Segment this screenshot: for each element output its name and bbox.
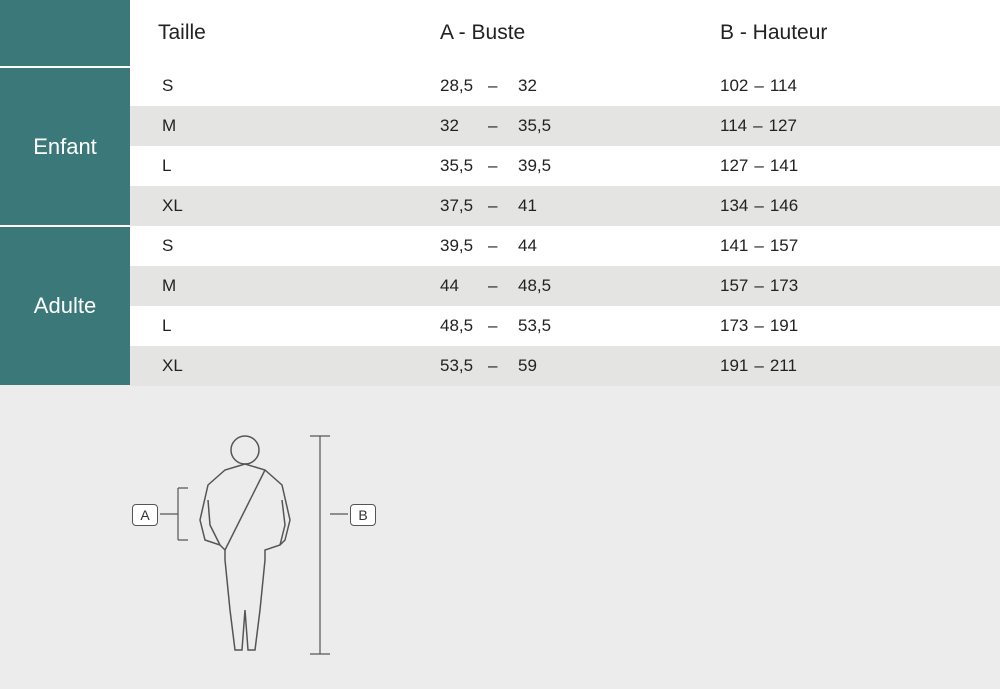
category-header-spacer — [0, 0, 130, 66]
height-max: 211 — [770, 356, 797, 376]
height-max: 127 — [769, 116, 797, 136]
height-min: 114 — [720, 116, 747, 136]
category-enfant: Enfant — [0, 66, 130, 225]
dash: – — [748, 156, 769, 176]
bust-max: 39,5 — [518, 156, 551, 176]
cell-bust: 35,5 – 39,5 — [430, 156, 710, 176]
bust-max: 59 — [518, 356, 537, 376]
height-min: 127 — [720, 156, 748, 176]
dash: – — [748, 236, 769, 256]
cell-size: S — [130, 236, 430, 256]
data-column: Taille A - Buste B - Hauteur S 28,5 – 32… — [130, 0, 1000, 386]
bust-min: 39,5 — [440, 236, 488, 256]
height-max: 157 — [770, 236, 798, 256]
bust-max: 48,5 — [518, 276, 551, 296]
cell-bust: 44 – 48,5 — [430, 276, 710, 296]
cell-height: 191 – 211 — [710, 356, 1000, 376]
table-header-row: Taille A - Buste B - Hauteur — [130, 0, 1000, 66]
table-row: M 44 – 48,5 157 – 173 — [130, 266, 1000, 306]
dash: – — [488, 116, 518, 136]
cell-height: 141 – 157 — [710, 236, 1000, 256]
body-figure-icon — [130, 410, 390, 670]
dash: – — [488, 196, 518, 216]
height-max: 114 — [770, 76, 797, 96]
bust-max: 44 — [518, 236, 537, 256]
height-max: 141 — [770, 156, 798, 176]
table-row: L 35,5 – 39,5 127 – 141 — [130, 146, 1000, 186]
cell-height: 114 – 127 — [710, 116, 1000, 136]
bust-min: 53,5 — [440, 356, 488, 376]
cell-height: 134 – 146 — [710, 196, 1000, 216]
table-row: S 39,5 – 44 141 – 157 — [130, 226, 1000, 266]
bust-min: 37,5 — [440, 196, 488, 216]
dash: – — [748, 196, 769, 216]
bust-max: 35,5 — [518, 116, 551, 136]
height-max: 173 — [770, 276, 798, 296]
dash: – — [488, 236, 518, 256]
measurement-diagram: A B — [130, 410, 390, 670]
height-min: 102 — [720, 76, 748, 96]
bust-max: 53,5 — [518, 316, 551, 336]
table-row: L 48,5 – 53,5 173 – 191 — [130, 306, 1000, 346]
table-row: S 28,5 – 32 102 – 114 — [130, 66, 1000, 106]
cell-size: M — [130, 116, 430, 136]
height-max: 191 — [770, 316, 798, 336]
bust-min: 28,5 — [440, 76, 488, 96]
height-min: 173 — [720, 316, 748, 336]
height-min: 134 — [720, 196, 748, 216]
cell-size: S — [130, 76, 430, 96]
dash: – — [748, 316, 769, 336]
dash: – — [488, 156, 518, 176]
dash: – — [488, 276, 518, 296]
bust-max: 41 — [518, 196, 537, 216]
dash: – — [488, 76, 518, 96]
dash: – — [488, 356, 518, 376]
bust-min: 48,5 — [440, 316, 488, 336]
size-chart: Enfant Adulte Taille A - Buste B - Haute… — [0, 0, 1000, 386]
category-column: Enfant Adulte — [0, 0, 130, 386]
height-min: 191 — [720, 356, 748, 376]
height-min: 157 — [720, 276, 748, 296]
cell-bust: 39,5 – 44 — [430, 236, 710, 256]
header-height: B - Hauteur — [710, 21, 1000, 45]
cell-size: XL — [130, 356, 430, 376]
cell-size: L — [130, 316, 430, 336]
category-adulte: Adulte — [0, 225, 130, 385]
cell-bust: 32 – 35,5 — [430, 116, 710, 136]
dash: – — [748, 76, 769, 96]
cell-size: M — [130, 276, 430, 296]
bust-max: 32 — [518, 76, 537, 96]
bust-min: 35,5 — [440, 156, 488, 176]
cell-height: 102 – 114 — [710, 76, 1000, 96]
cell-size: L — [130, 156, 430, 176]
category-enfant-label: Enfant — [33, 134, 97, 160]
height-min: 141 — [720, 236, 748, 256]
table-row: M 32 – 35,5 114 – 127 — [130, 106, 1000, 146]
dash: – — [748, 276, 769, 296]
cell-bust: 28,5 – 32 — [430, 76, 710, 96]
cell-bust: 37,5 – 41 — [430, 196, 710, 216]
cell-height: 157 – 173 — [710, 276, 1000, 296]
diagram-label-b: B — [350, 504, 376, 526]
table-row: XL 53,5 – 59 191 – 211 — [130, 346, 1000, 386]
dash: – — [747, 116, 768, 136]
cell-bust: 48,5 – 53,5 — [430, 316, 710, 336]
dash: – — [748, 356, 769, 376]
cell-size: XL — [130, 196, 430, 216]
header-size: Taille — [130, 21, 430, 45]
header-bust: A - Buste — [430, 21, 710, 45]
bust-min: 32 — [440, 116, 488, 136]
bust-min: 44 — [440, 276, 488, 296]
cell-height: 127 – 141 — [710, 156, 1000, 176]
height-max: 146 — [770, 196, 798, 216]
category-adulte-label: Adulte — [34, 293, 96, 319]
table-row: XL 37,5 – 41 134 – 146 — [130, 186, 1000, 226]
cell-height: 173 – 191 — [710, 316, 1000, 336]
diagram-label-a: A — [132, 504, 158, 526]
cell-bust: 53,5 – 59 — [430, 356, 710, 376]
dash: – — [488, 316, 518, 336]
